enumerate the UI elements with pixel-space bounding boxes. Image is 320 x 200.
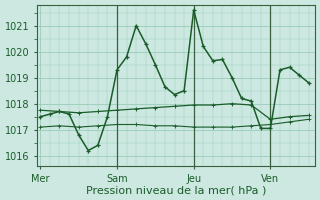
- X-axis label: Pression niveau de la mer( hPa ): Pression niveau de la mer( hPa ): [86, 185, 266, 195]
